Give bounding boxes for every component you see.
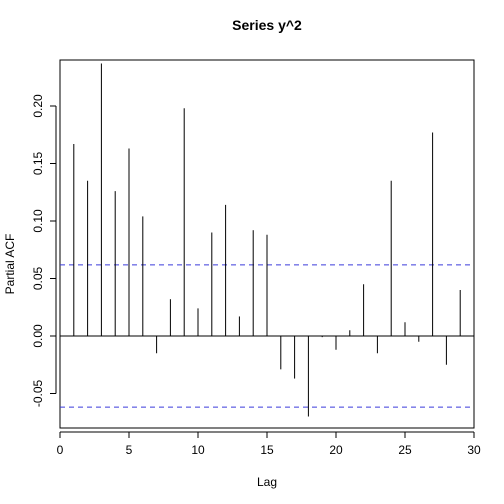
y-tick-label: -0.05 <box>31 380 45 408</box>
chart-title: Series y^2 <box>232 17 302 33</box>
x-tick-label: 5 <box>126 443 133 457</box>
x-tick-label: 15 <box>260 443 274 457</box>
x-tick-label: 20 <box>329 443 343 457</box>
y-tick-label: 0.00 <box>31 324 45 348</box>
x-axis: 0 5 10 15 20 25 30 <box>57 431 481 457</box>
x-tick-label: 10 <box>191 443 205 457</box>
y-tick-label: 0.10 <box>31 209 45 233</box>
x-tick-label: 30 <box>467 443 481 457</box>
pacf-bars <box>73 63 475 417</box>
y-tick-label: 0.15 <box>31 151 45 175</box>
y-tick-label: 0.20 <box>31 94 45 118</box>
y-axis-label: Partial ACF <box>3 234 17 295</box>
plot-frame <box>59 59 475 429</box>
y-tick-label: 0.05 <box>31 266 45 290</box>
x-axis-label: Lag <box>257 475 277 489</box>
x-tick-label: 25 <box>398 443 412 457</box>
x-tick-label: 0 <box>57 443 64 457</box>
y-axis: -0.05 0.00 0.05 0.10 0.15 0.20 <box>31 94 57 408</box>
